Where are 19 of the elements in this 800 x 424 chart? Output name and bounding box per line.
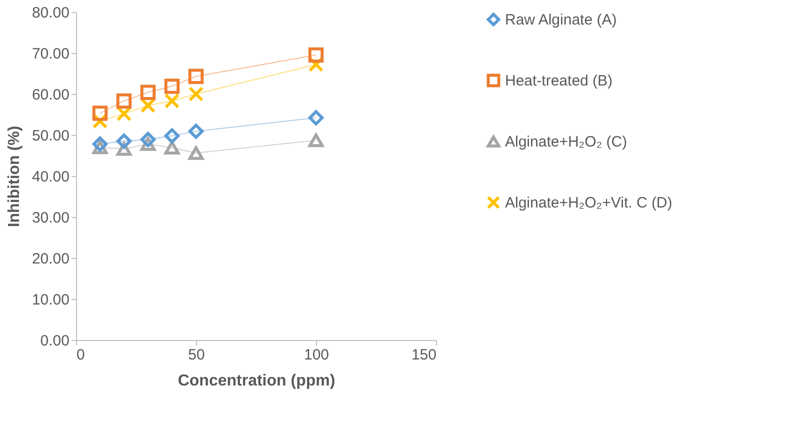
y-tick-label: 0.00 <box>40 332 70 350</box>
legend-label: Alginate+H₂O₂+Vit. C (D) <box>505 194 672 212</box>
y-tick-label: 40.00 <box>32 168 70 186</box>
legend-label: Heat-treated (B) <box>505 72 613 90</box>
y-tick-label: 10.00 <box>32 292 70 308</box>
y-tick-label: 30.00 <box>32 210 70 226</box>
x-tick-label: 100 <box>304 346 330 364</box>
y-tick-label: 20.00 <box>32 250 70 268</box>
y-tick-label: 60.00 <box>32 86 70 104</box>
x-tick-label: 150 <box>411 346 436 364</box>
y-tick-label: 50.00 <box>32 128 70 144</box>
legend-label: Alginate+H₂O₂ (C) <box>505 134 628 150</box>
x-tick-label: 0 <box>76 346 85 364</box>
x-axis-title: Concentration (ppm) <box>178 372 336 390</box>
x-tick-label: 50 <box>188 346 205 364</box>
y-tick-label: 80.00 <box>32 4 70 22</box>
legend-label: Raw Alginate (A) <box>505 12 617 28</box>
y-axis-title: Inhibition (%) <box>6 126 23 228</box>
y-tick-label: 70.00 <box>32 46 70 62</box>
